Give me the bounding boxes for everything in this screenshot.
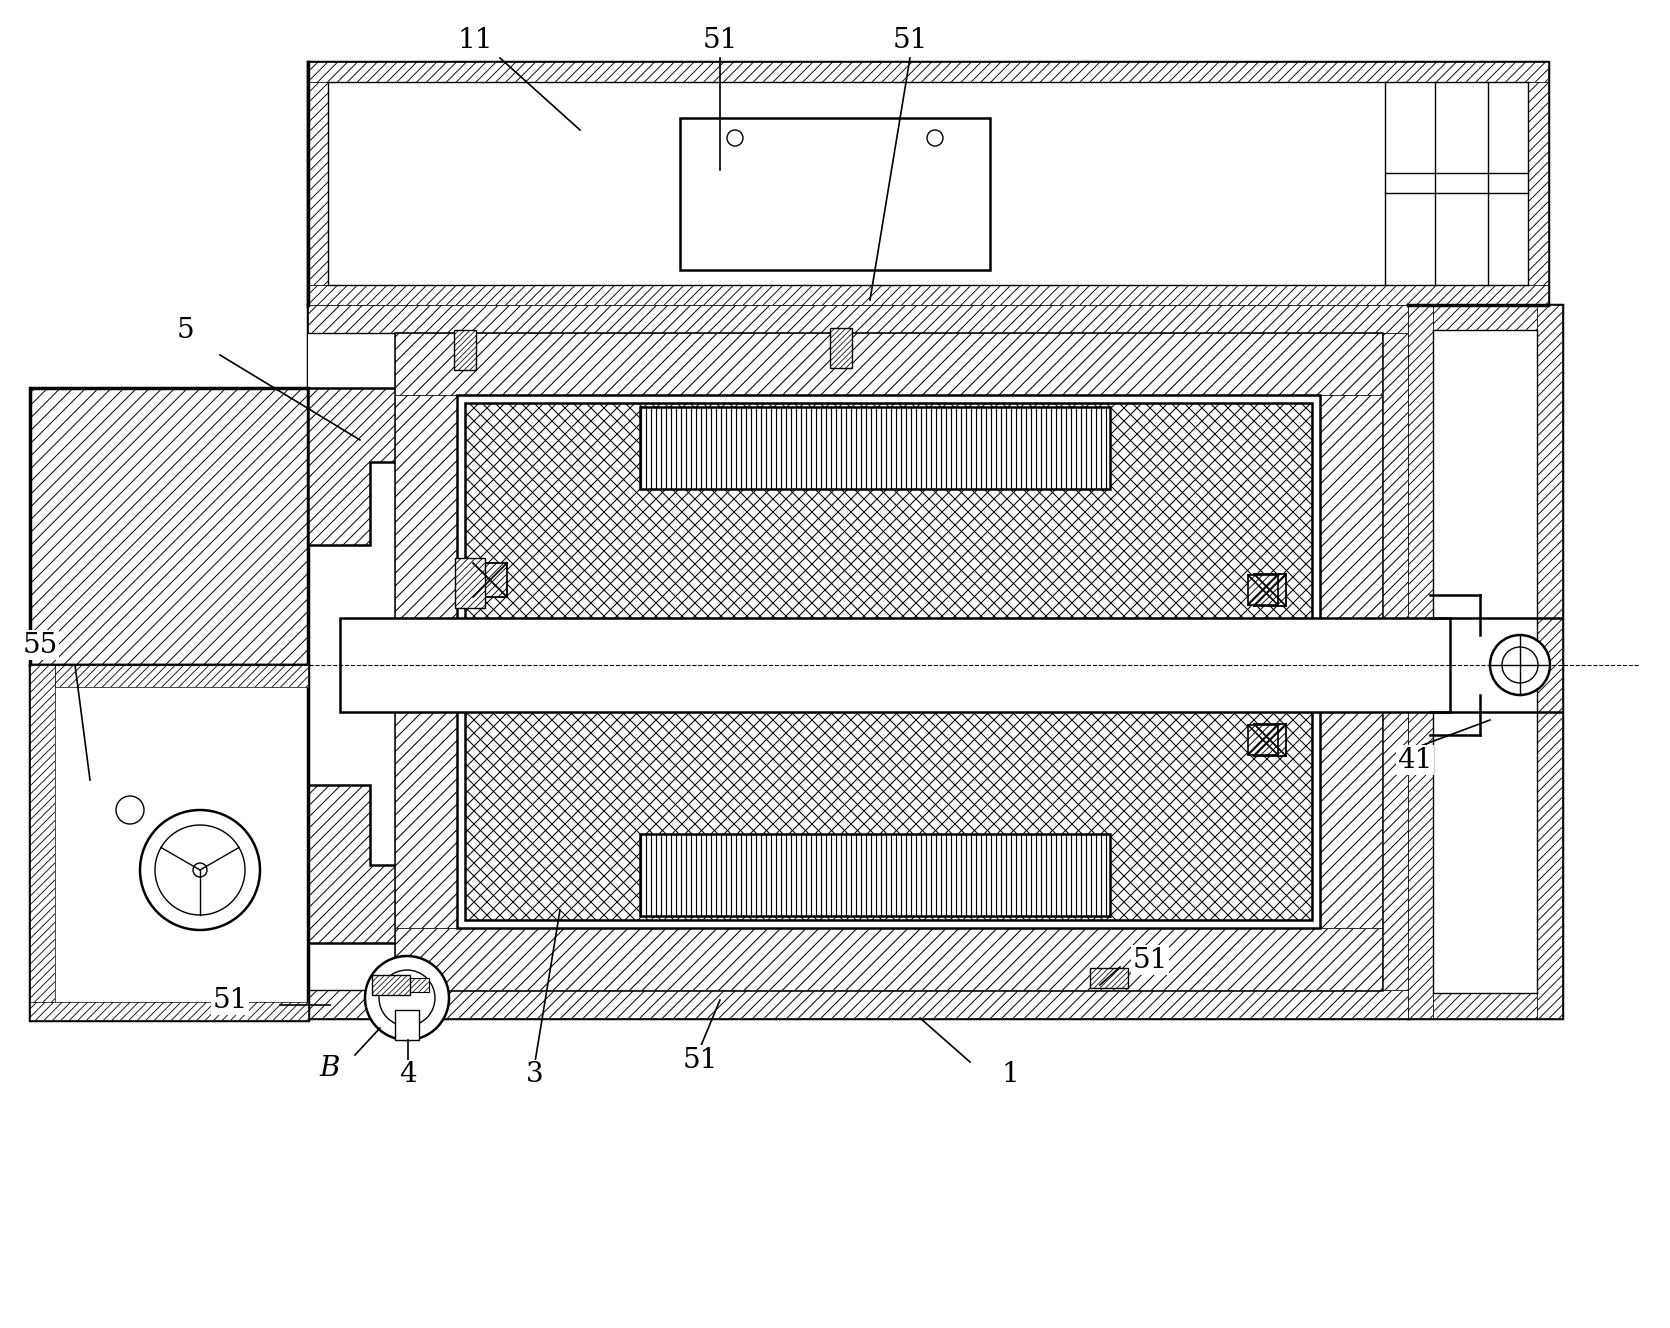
Polygon shape — [396, 1011, 419, 1040]
Text: 51: 51 — [892, 27, 929, 53]
Polygon shape — [454, 329, 476, 371]
Polygon shape — [396, 333, 1383, 394]
Text: 51: 51 — [703, 27, 738, 53]
Polygon shape — [307, 286, 1548, 305]
Polygon shape — [307, 333, 1379, 989]
Circle shape — [366, 956, 449, 1040]
Text: 41: 41 — [1398, 746, 1433, 773]
Text: 1: 1 — [1000, 1061, 1019, 1089]
Polygon shape — [307, 305, 1408, 1019]
Polygon shape — [1247, 725, 1278, 756]
Polygon shape — [386, 977, 429, 992]
Text: 51: 51 — [1132, 947, 1167, 973]
Polygon shape — [464, 402, 1313, 920]
Text: 11: 11 — [458, 27, 493, 53]
Polygon shape — [307, 305, 1408, 333]
Polygon shape — [640, 834, 1111, 916]
Polygon shape — [1254, 574, 1286, 606]
Polygon shape — [30, 1003, 307, 1020]
Polygon shape — [1254, 724, 1286, 756]
Polygon shape — [307, 785, 429, 943]
Polygon shape — [640, 406, 1111, 489]
Polygon shape — [1091, 968, 1127, 988]
Polygon shape — [55, 665, 307, 687]
Polygon shape — [1319, 394, 1383, 928]
Polygon shape — [1408, 305, 1433, 1019]
Polygon shape — [1536, 305, 1561, 1019]
Polygon shape — [1247, 575, 1278, 606]
Polygon shape — [327, 82, 1528, 286]
Text: 55: 55 — [22, 632, 58, 659]
Text: B: B — [321, 1054, 341, 1081]
Polygon shape — [680, 118, 990, 270]
Polygon shape — [341, 618, 1450, 712]
Text: 51: 51 — [212, 987, 247, 1013]
Polygon shape — [473, 563, 508, 598]
Text: 4: 4 — [399, 1061, 418, 1089]
Circle shape — [194, 863, 207, 876]
Text: 5: 5 — [177, 316, 194, 344]
Text: 51: 51 — [683, 1046, 718, 1073]
Polygon shape — [396, 928, 1383, 989]
Polygon shape — [372, 975, 411, 995]
Polygon shape — [1433, 329, 1536, 993]
Polygon shape — [30, 388, 307, 665]
Polygon shape — [1433, 993, 1536, 1019]
Polygon shape — [1433, 305, 1536, 329]
Polygon shape — [307, 82, 327, 286]
Polygon shape — [1408, 305, 1561, 1019]
Polygon shape — [307, 989, 1408, 1019]
Polygon shape — [454, 558, 484, 608]
Polygon shape — [30, 665, 55, 1020]
Polygon shape — [307, 62, 1548, 82]
Polygon shape — [1379, 333, 1408, 989]
Polygon shape — [1528, 82, 1548, 286]
Polygon shape — [30, 665, 307, 1020]
Polygon shape — [307, 62, 1548, 305]
Polygon shape — [396, 333, 1383, 989]
Polygon shape — [458, 394, 1319, 928]
Polygon shape — [830, 328, 852, 368]
Text: 3: 3 — [526, 1061, 544, 1089]
Circle shape — [140, 810, 261, 930]
Circle shape — [115, 795, 144, 823]
Polygon shape — [307, 388, 429, 544]
Circle shape — [1490, 635, 1550, 695]
Polygon shape — [396, 394, 458, 928]
